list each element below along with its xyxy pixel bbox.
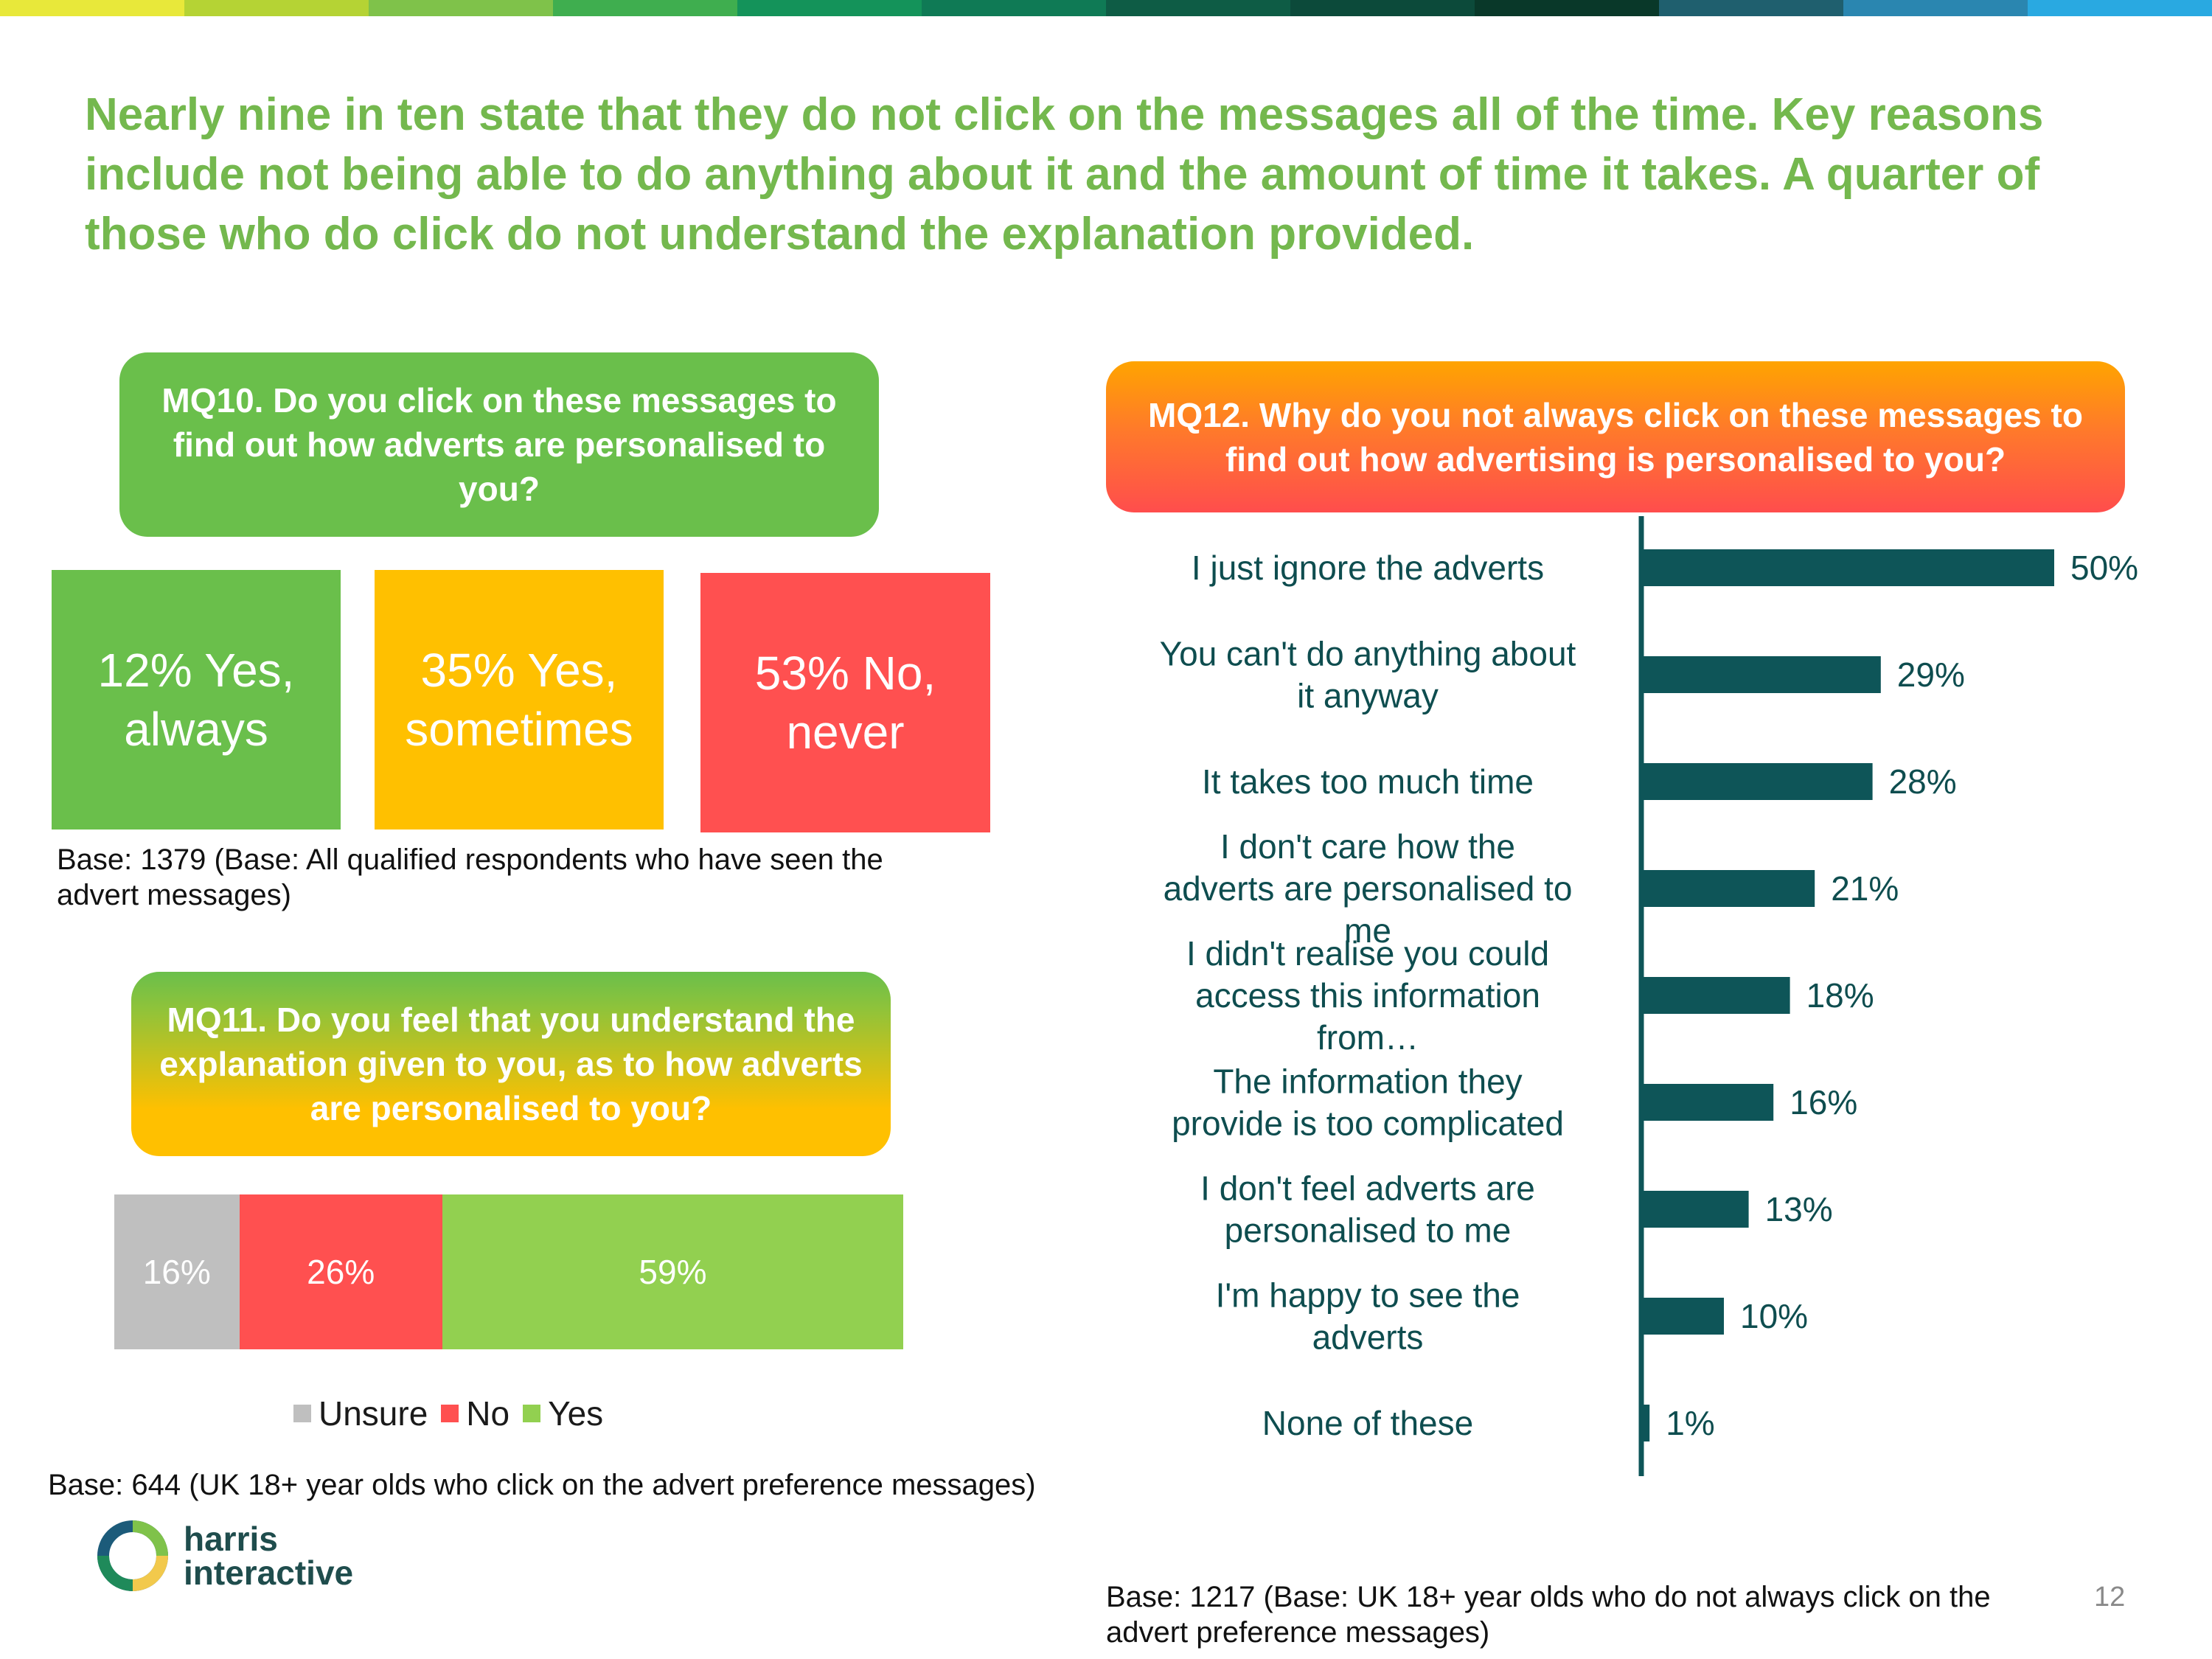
mq12-bar xyxy=(1641,1298,1724,1335)
legend-item-yes: Yes xyxy=(523,1394,603,1433)
mq12-value-label: 16% xyxy=(1790,1083,1857,1121)
stacked-segment-yes: 59% xyxy=(442,1194,903,1349)
stacked-segment-label: 16% xyxy=(142,1253,211,1291)
mq10-tile-yes-sometimes: 35% Yes, sometimes xyxy=(375,570,664,830)
mq10-question-box: MQ10. Do you click on these messages to … xyxy=(119,352,879,537)
mq12-value-label: 50% xyxy=(2070,549,2138,587)
mq12-bar xyxy=(1641,656,1881,693)
legend-item-no: No xyxy=(441,1394,509,1433)
mq12-category-label: I'm happy to see the adverts xyxy=(1216,1276,1520,1357)
top-bar-segment xyxy=(1106,0,1290,16)
mq12-category-label: The information they provide is too compl… xyxy=(1172,1062,1564,1143)
top-bar-segment xyxy=(1843,0,2028,16)
legend-swatch xyxy=(441,1405,459,1422)
mq12-bar-chart: 50% I just ignore the adverts 29% You can't… xyxy=(1160,516,2138,1476)
mq12-category-label: I don't feel adverts are personalised to … xyxy=(1200,1169,1535,1250)
mq12-base-note: Base: 1217 (Base: UK 18+ year olds who d… xyxy=(1106,1581,1991,1649)
mq12-category-label: None of these xyxy=(1262,1404,1473,1442)
stacked-segment-label: 26% xyxy=(307,1253,375,1291)
mq12-category-label: I didn't realise you could access this in… xyxy=(1186,934,1549,1057)
top-bar-segment xyxy=(1659,0,1843,16)
top-bar-segment xyxy=(922,0,1106,16)
top-bar-segment xyxy=(184,0,369,16)
top-bar-segment xyxy=(0,0,184,16)
top-bar-segment xyxy=(2028,0,2212,16)
logo-text-line2: interactive xyxy=(184,1554,354,1592)
top-bar-segment xyxy=(553,0,737,16)
page-number: 12 xyxy=(2094,1582,2126,1613)
legend-swatch xyxy=(293,1405,311,1422)
mq11-question-box: MQ11. Do you feel that you understand th… xyxy=(131,972,891,1156)
mq12-value-label: 29% xyxy=(1897,655,1965,694)
mq12-value-label: 1% xyxy=(1666,1404,1714,1442)
mq12-value-label: 18% xyxy=(1806,976,1874,1015)
top-bar-segment xyxy=(369,0,553,16)
top-bar-segment xyxy=(737,0,922,16)
mq12-bar xyxy=(1641,1084,1774,1121)
stacked-segment-no: 26% xyxy=(239,1194,442,1349)
stacked-segment-label: 59% xyxy=(639,1253,707,1291)
mq12-bar xyxy=(1641,977,1790,1014)
mq12-question-box: MQ12. Why do you not always click on the… xyxy=(1106,361,2125,512)
top-color-bar xyxy=(0,0,2212,16)
mq11-base-note: Base: 644 (UK 18+ year olds who click on… xyxy=(48,1469,1036,1501)
legend-item-unsure: Unsure xyxy=(293,1394,428,1433)
top-bar-segment xyxy=(1290,0,1475,16)
page-title: Nearly nine in ten state that they do no… xyxy=(85,89,2044,260)
mq12-category-label: It takes too much time xyxy=(1202,762,1534,801)
mq12-bar xyxy=(1641,870,1815,907)
mq12-value-label: 13% xyxy=(1765,1190,1833,1228)
mq12-value-label: 21% xyxy=(1831,869,1899,908)
top-bar-segment xyxy=(1475,0,1659,16)
stacked-segment-unsure: 16% xyxy=(114,1194,240,1349)
mq10-tile-label: 53% No, never xyxy=(754,647,936,759)
legend-swatch xyxy=(523,1405,541,1422)
mq12-bar xyxy=(1641,1191,1749,1228)
mq12-bar xyxy=(1641,763,1873,800)
mq12-category-label: You can't do anything about it anyway xyxy=(1160,635,1576,715)
mq12-value-label: 10% xyxy=(1740,1297,1808,1335)
mq10-tile-yes-always: 12% Yes, always xyxy=(52,570,341,830)
mq11-legend: Unsure No Yes xyxy=(293,1394,616,1433)
mq11-question: MQ11. Do you feel that you understand th… xyxy=(159,1001,863,1127)
logo-text-line1: harris xyxy=(184,1520,278,1558)
mq12-category-label: I don't care how the adverts are personal… xyxy=(1164,827,1573,950)
mq10-tile-label: 35% Yes, sometimes xyxy=(405,644,633,756)
logo-ring-icon xyxy=(97,1520,168,1591)
mq10-tile-no-never: 53% No, never xyxy=(700,573,990,832)
legend-label: No xyxy=(466,1394,510,1433)
mq12-question: MQ12. Why do you not always click on the… xyxy=(1148,395,2083,479)
mq11-stacked-bar: 16% 26% 59% xyxy=(114,1194,903,1349)
legend-label: Unsure xyxy=(319,1394,428,1433)
harris-interactive-logo: harris interactive xyxy=(92,1515,353,1596)
mq10-base-note: Base: 1379 (Base: All qualified responde… xyxy=(57,844,883,911)
mq10-tile-label: 12% Yes, always xyxy=(97,644,295,756)
mq12-value-label: 28% xyxy=(1889,762,1957,801)
mq12-category-label: I just ignore the adverts xyxy=(1192,549,1544,587)
mq10-question: MQ10. Do you click on these messages to … xyxy=(161,381,837,508)
mq12-bar xyxy=(1641,1405,1650,1441)
legend-label: Yes xyxy=(548,1394,604,1433)
mq12-bar xyxy=(1641,549,2054,586)
